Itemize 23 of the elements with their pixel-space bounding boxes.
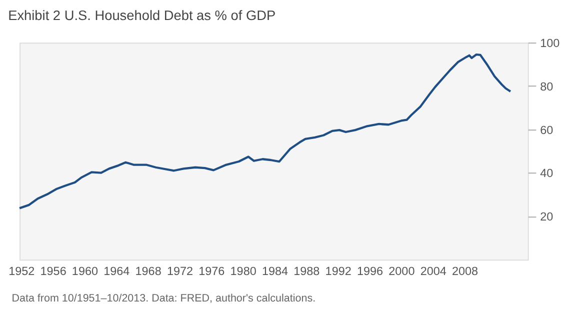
y-tick-label: 20: [540, 210, 554, 224]
x-tick-label: 1972: [166, 264, 194, 278]
x-tick-label: 2008: [452, 264, 479, 278]
x-tick-label: 1960: [72, 264, 98, 278]
x-tick-label: 1964: [104, 264, 130, 278]
y-tick-label: 40: [540, 167, 554, 180]
x-tick-label: 1992: [325, 264, 352, 278]
x-tick-label: 1980: [230, 264, 257, 278]
x-tick-label: 1988: [294, 264, 320, 278]
text: Data from 10/1951–10/2013. Data: FRED, author's calculations.: [12, 292, 316, 305]
x-tick-label: 1984: [262, 264, 289, 278]
chart-title: Exhibit 2 U.S. Household Debt as % of GDP: [8, 8, 276, 24]
y-tick-label: 60: [540, 124, 554, 137]
y-tick-label: 80: [540, 80, 554, 94]
x-tick-label: 1968: [135, 264, 162, 278]
x-tick-label: 1976: [198, 264, 225, 278]
x-tick-label: 1996: [356, 264, 384, 278]
line-series: [18, 53, 512, 210]
x-tick-label: 1952: [8, 264, 35, 278]
x-tick-label: 2000: [388, 264, 416, 278]
x-tick-label: 2004: [420, 264, 447, 278]
x-tick-label: 1956: [40, 264, 66, 278]
y-tick-label: 100: [540, 36, 560, 50]
